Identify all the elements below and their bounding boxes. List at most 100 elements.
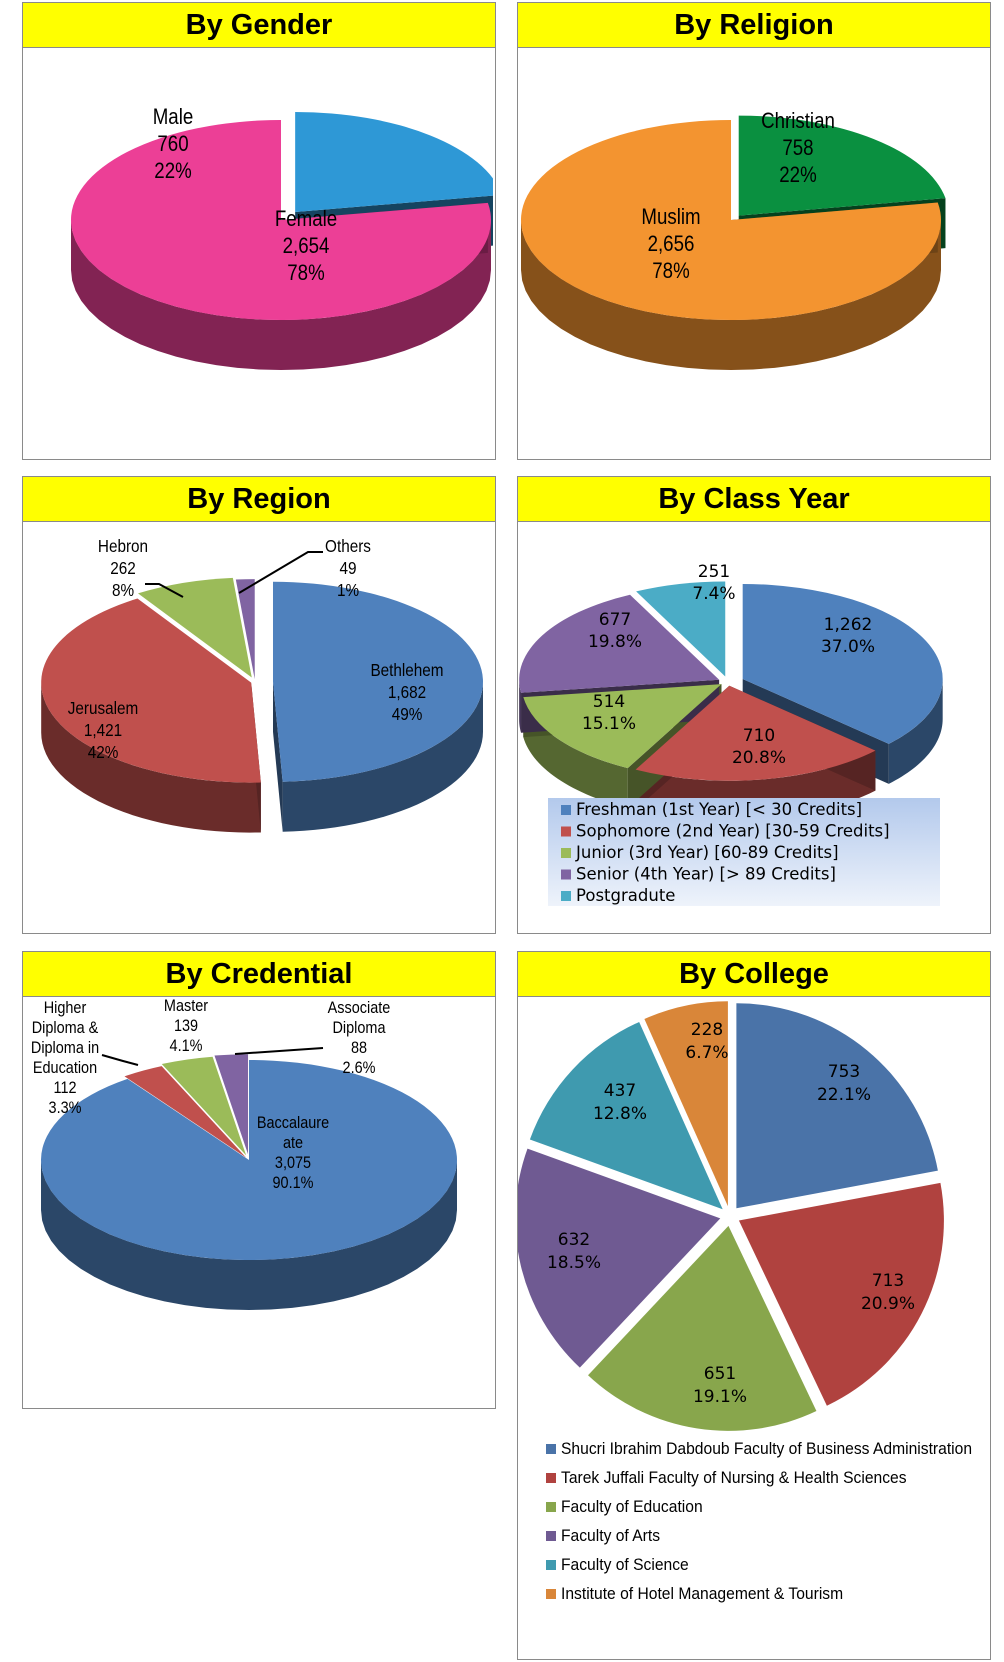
legend-item-faculty-of-arts: Faculty of Arts [561, 1526, 660, 1545]
pie-slice-muslim [521, 120, 941, 320]
label-master: Master 139 4.1% [164, 997, 208, 1055]
religion-chart-panel: By Religion Christian 758 22% Muslim 2,656 78… [517, 2, 991, 460]
gender-pie-chart: Male 760 22% Female 2,654 78% [71, 106, 493, 370]
leader-line [101, 1054, 139, 1066]
label-others: Others 49 1% [325, 536, 371, 600]
label-bethlehem: Bethlehem 1,682 49% [370, 660, 443, 724]
pie-slice-faculty-of-science [529, 1021, 723, 1210]
legend-swatch-institute-of-hotel-management-tourism [546, 1589, 556, 1599]
legend-swatch-junior-3rd-year-60-89-credits [561, 848, 571, 858]
pie-slice-christian [738, 115, 946, 216]
leader-line [145, 583, 184, 598]
chart-title: By Gender [23, 3, 495, 48]
pie-slice-hebron [138, 577, 252, 678]
chart-title: By College [518, 952, 990, 997]
label-jerusalem: Jerusalem 1,421 42% [68, 698, 139, 762]
pie-slice-faculty-of-education [588, 1225, 817, 1431]
legend-item-faculty-of-education: Faculty of Education [561, 1497, 703, 1516]
pie-side-junior-3rd-year-60-89-credits [523, 697, 628, 809]
label-junior-3rd-year-60-89-credits: 514 15.1% [582, 692, 636, 734]
label-christian: Christian 758 22% [761, 110, 835, 188]
chart-title: By Class Year [518, 477, 990, 522]
label-institute-of-hotel-management-tourism: 228 6.7% [685, 1020, 728, 1063]
pie-slice-senior-4th-year-89-credits [519, 594, 720, 693]
label-postgradute: 251 7.4% [692, 562, 735, 604]
pie-slice-associate-diploma [214, 1054, 249, 1155]
chart-title: By Region [23, 477, 495, 522]
pie-side-muslim [521, 220, 941, 370]
legend-item-tarek-juffali-faculty-of-nursing-health-sciences: Tarek Juffali Faculty of Nursing & Healt… [561, 1468, 907, 1487]
legend-swatch-senior-4th-year-89-credits [561, 869, 571, 880]
pie-side-female [71, 220, 491, 370]
class-year-pie-chart: 1,262 37.0% 710 20.8% 514 15.1% 677 19.8% 251 7.4… [519, 562, 943, 906]
legend-item-senior-4th-year-89-credits: Senior (4th Year) [> 89 Credits] [576, 865, 836, 884]
leader-line [234, 1047, 324, 1055]
chart-title: By Religion [518, 3, 990, 48]
label-male: Male 760 22% [153, 106, 194, 184]
legend-item-faculty-of-science: Faculty of Science [561, 1555, 689, 1574]
legend-swatch-tarek-juffali-faculty-of-nursing-health-sciences [546, 1473, 556, 1483]
pie-slice-higher-diploma-diploma-in-education [124, 1066, 247, 1158]
label-sophomore-2nd-year-30-59-credits: 710 20.8% [732, 726, 786, 768]
credential-pie-chart: Baccalaure ate 3,075 90.1% Higher Diploma & Di… [31, 997, 458, 1310]
label-female: Female 2,654 78% [275, 208, 337, 286]
legend-item-shucri-ibrahim-dabdoub-faculty-of-business-administration: Shucri Ibrahim Dabdoub Faculty of Busine… [561, 1439, 972, 1458]
label-higher-diploma: Higher Diploma & Diploma in Education 112 3.3… [31, 999, 99, 1117]
pie-slice-junior-3rd-year-60-89-credits [523, 684, 722, 769]
pie-slice-jerusalem [41, 598, 261, 783]
legend-swatch-shucri-ibrahim-dabdoub-faculty-of-business-administration [546, 1444, 556, 1454]
gender-chart-panel: By Gender Male 760 22% Female 2,654 78% [22, 2, 496, 460]
leader-line [238, 551, 323, 594]
label-faculty-of-arts: 632 18.5% [547, 1230, 601, 1273]
credential-chart-panel: By Credential Baccalaure ate 3,075 90.1% Hig… [22, 951, 496, 1409]
legend-swatch-freshman-1st-year-30-credits [561, 805, 571, 815]
legend-item-institute-of-hotel-management-tourism: Institute of Hotel Management & Tourism [561, 1584, 843, 1603]
college-pie-chart: 753 22.1% 713 20.9% 651 19.1% 632 18.5% 437 12.8%… [518, 1001, 972, 1603]
pie-slice-sophomore-2nd-year-30-59-credits [635, 685, 876, 781]
region-chart-panel: By Region Bethlehem 1,682 49% Jerusalem 1,42… [22, 476, 496, 934]
legend-swatch-sophomore-2nd-year-30-59-credits [561, 826, 571, 837]
region-pie-chart: Bethlehem 1,682 49% Jerusalem 1,421 42% Hebron… [41, 536, 483, 833]
label-senior-4th-year-89-credits: 677 19.8% [588, 610, 642, 652]
pie-slice-female [71, 120, 492, 320]
pie-slice-tarek-juffali-faculty-of-nursing-health-sciences [738, 1182, 944, 1406]
label-baccalaureate: Baccalaure ate 3,075 90.1% [257, 1114, 329, 1192]
pie-slice-shucri-ibrahim-dabdoub-faculty-of-business-administration [736, 1003, 938, 1209]
legend-item-junior-3rd-year-60-89-credits: Junior (3rd Year) [60-89 Credits] [575, 843, 839, 862]
pie-slice-master [161, 1056, 247, 1156]
pie-slice-male [295, 111, 493, 212]
pie-side-jerusalem [41, 682, 261, 833]
pie-edge-bethlehem [272, 681, 283, 832]
pie-slice-others [235, 579, 255, 680]
legend-item-sophomore-2nd-year-30-59-credits: Sophomore (2nd Year) [30-59 Credits] [576, 822, 890, 841]
legend-item-postgradute: Postgradute [576, 886, 675, 905]
label-shucri-ibrahim-dabdoub-faculty-of-business-administration: 753 22.1% [817, 1062, 871, 1105]
label-faculty-of-education: 651 19.1% [693, 1364, 747, 1407]
legend-swatch-faculty-of-education [546, 1502, 556, 1512]
label-muslim: Muslim 2,656 78% [641, 206, 700, 284]
pie-side-bethlehem [282, 681, 483, 832]
label-tarek-juffali-faculty-of-nursing-health-sciences: 713 20.9% [861, 1271, 915, 1314]
pie-slice-baccalaure-ate [40, 1060, 458, 1260]
pie-side-senior-4th-year-89-credits [519, 679, 522, 733]
label-hebron: Hebron 262 8% [98, 536, 148, 600]
class-year-chart-panel: By Class Year 1,262 37.0% 710 20.8% 514 15.1%… [517, 476, 991, 934]
label-freshman-1st-year-30-credits: 1,262 37.0% [821, 615, 875, 657]
religion-pie-chart: Christian 758 22% Muslim 2,656 78% [521, 110, 946, 370]
pie-side-baccalaure-ate [41, 1160, 457, 1310]
legend-item-freshman-1st-year-30-credits: Freshman (1st Year) [< 30 Credits] [576, 800, 862, 819]
college-chart-panel: By College 753 22.1% 713 20.9% 651 19.1% 632 18… [517, 951, 991, 1660]
legend-swatch-postgradute [561, 891, 571, 901]
legend-background [548, 798, 940, 906]
pie-slice-freshman-1st-year-30-credits [742, 583, 943, 744]
pie-slice-institute-of-hotel-management-tourism [644, 1001, 728, 1207]
pie-side-freshman-1st-year-30-credits [888, 678, 943, 784]
pie-slice-bethlehem [272, 581, 483, 782]
legend-swatch-faculty-of-science [546, 1560, 556, 1570]
chart-title: By Credential [23, 952, 495, 997]
legend-swatch-faculty-of-arts [546, 1531, 556, 1541]
pie-slice-postgradute [636, 581, 726, 677]
label-faculty-of-science: 437 12.8% [593, 1081, 647, 1124]
pie-slice-faculty-of-arts [518, 1148, 721, 1368]
label-associate-diploma: Associate Diploma 88 2.6% [328, 999, 391, 1077]
